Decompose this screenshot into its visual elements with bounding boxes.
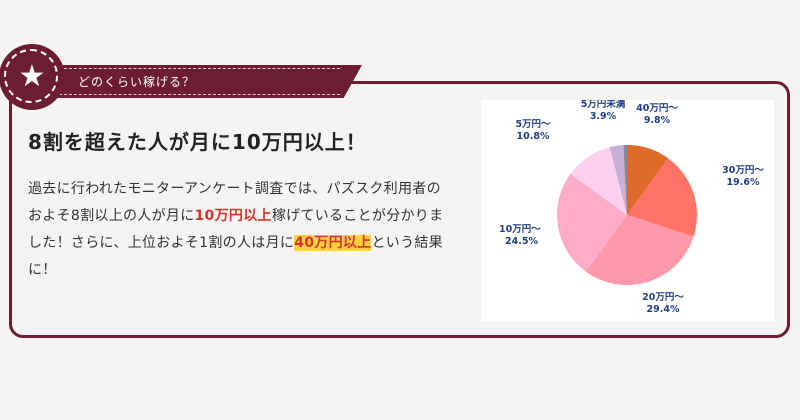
pie-slice-edge bbox=[623, 145, 627, 215]
section-headline: 8割を超えた人が月に10万円以上！ bbox=[28, 130, 367, 154]
badge-ring bbox=[4, 49, 58, 103]
highlight-40man: 40万円以上 bbox=[294, 235, 372, 251]
section-body: 過去に行われたモニターアンケート調査では、パズスク利用者のおよそ8割以上の人が月… bbox=[28, 176, 453, 284]
slice-label: 40万円～ bbox=[636, 103, 678, 114]
slice-value-label: 10.8% bbox=[517, 131, 550, 142]
slice-value-label: 9.8% bbox=[644, 115, 671, 126]
slice-label: 20万円～ bbox=[642, 292, 684, 303]
pie-slice bbox=[585, 215, 694, 285]
slice-value-label: 29.4% bbox=[647, 304, 680, 315]
slice-value-label: 3.9% bbox=[590, 111, 617, 122]
ribbon-stitching bbox=[59, 68, 340, 95]
pie-slice bbox=[627, 145, 669, 215]
slice-value-label: 24.5% bbox=[505, 236, 538, 247]
slice-label: 5万円未満 bbox=[581, 100, 626, 110]
slice-label: 10万円～ bbox=[499, 224, 541, 235]
body-text-part3: という結果に！ bbox=[28, 235, 443, 278]
pie-slice bbox=[570, 147, 627, 215]
slice-value-label: 19.6% bbox=[727, 177, 760, 188]
slice-label: 5万円～ bbox=[515, 119, 551, 130]
body-text-part2: 稼げていることが分かりました！さらに、上位およそ1割の人は月に bbox=[28, 208, 444, 251]
body-text-part1: 過去に行われたモニターアンケート調査では、パズスク利用者のおよそ8割以上の人が月… bbox=[28, 181, 441, 224]
pie-slice bbox=[609, 145, 627, 215]
star-icon: ★ bbox=[18, 59, 46, 94]
pie-chart: 40万円～9.8% 30万円～19.6% 20万円～29.4% 10万円～24.5% 5… bbox=[499, 100, 764, 315]
pie-slice bbox=[557, 173, 627, 272]
star-badge: ★ bbox=[0, 44, 65, 110]
chart-panel: 40万円～ 9.8% 30万円～ 19.6% 20万円～ 29.4% 10万円～ 24.5% 5… bbox=[481, 100, 774, 321]
section-ribbon: どのくらい稼げる？ bbox=[56, 65, 362, 98]
emphasis-10man: 10万円以上 bbox=[194, 208, 272, 224]
pie-slice bbox=[627, 158, 697, 237]
slice-label: 30万円～ bbox=[722, 165, 764, 176]
ribbon-label: どのくらい稼げる？ bbox=[78, 75, 196, 89]
